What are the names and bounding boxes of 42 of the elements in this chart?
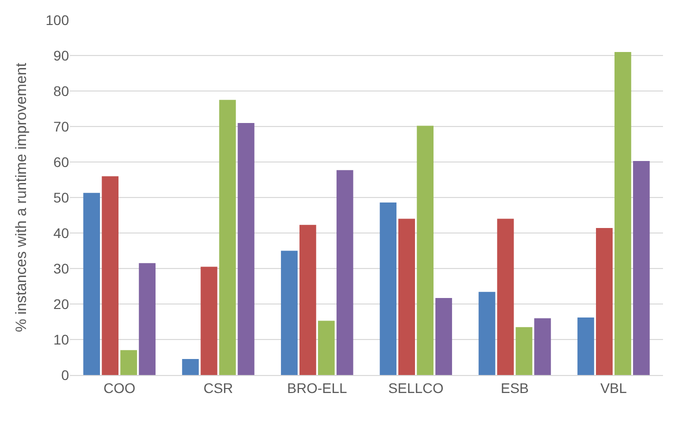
y-tick-label: 80: [53, 82, 70, 99]
bar: [138, 263, 156, 375]
bar: [497, 218, 514, 375]
bar: [614, 52, 632, 375]
y-tick-label: 50: [53, 189, 70, 206]
bar: [478, 292, 496, 375]
bar: [336, 170, 354, 375]
bar: [182, 359, 199, 375]
bar: [380, 202, 396, 375]
x-tick-label: VBL: [600, 380, 628, 396]
bar: [318, 320, 335, 375]
bar: [83, 192, 100, 375]
x-tick-label: SELLCO: [388, 380, 444, 396]
x-tick-label: CSR: [203, 380, 234, 396]
x-tick-label: ESB: [500, 380, 529, 396]
bar: [280, 250, 298, 375]
bar: [534, 318, 551, 375]
bar: [435, 298, 452, 375]
bar: [219, 100, 236, 375]
y-tick-label: 100: [46, 12, 70, 28]
x-tick-label: BRO-ELL: [287, 380, 348, 396]
bar: [102, 176, 118, 375]
y-tick-label: 90: [53, 47, 70, 64]
bar: [299, 224, 316, 375]
bar: [633, 160, 650, 375]
x-tick-label: COO: [103, 380, 136, 396]
y-axis-title: % instances with a runtime improvement: [12, 62, 30, 332]
y-tick-label: 20: [53, 296, 70, 312]
bar: [200, 266, 218, 375]
y-tick-label: 60: [53, 154, 70, 170]
bar: [120, 350, 138, 375]
bar: [516, 327, 532, 375]
bar: [238, 122, 254, 375]
bar: [416, 126, 434, 375]
bar: [596, 228, 613, 375]
bar: [577, 317, 594, 375]
y-tick-label: 40: [53, 224, 70, 241]
y-tick-label: 70: [53, 118, 70, 134]
y-tick-label: 30: [53, 260, 70, 276]
y-tick-label: 10: [53, 331, 70, 348]
y-tick-label: 0: [61, 366, 70, 383]
bar: [398, 218, 415, 375]
